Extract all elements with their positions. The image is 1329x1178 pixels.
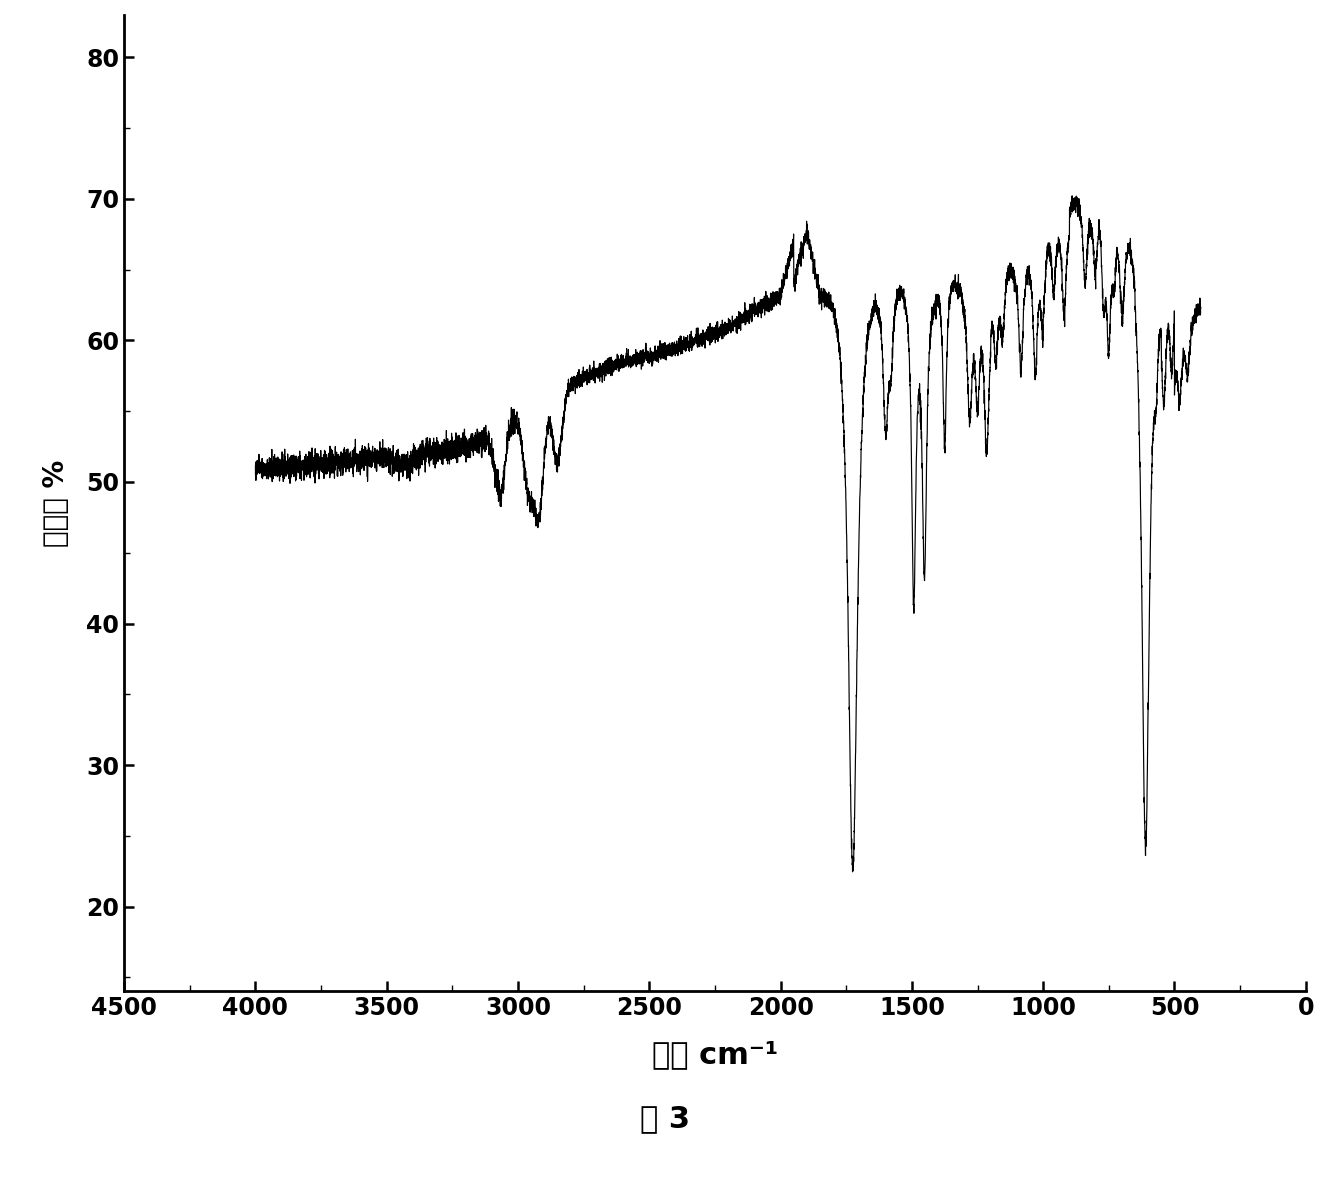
- Text: 图 3: 图 3: [639, 1105, 690, 1133]
- X-axis label: 波数 cm⁻¹: 波数 cm⁻¹: [651, 1040, 777, 1068]
- Y-axis label: 透射率 %: 透射率 %: [41, 459, 69, 547]
